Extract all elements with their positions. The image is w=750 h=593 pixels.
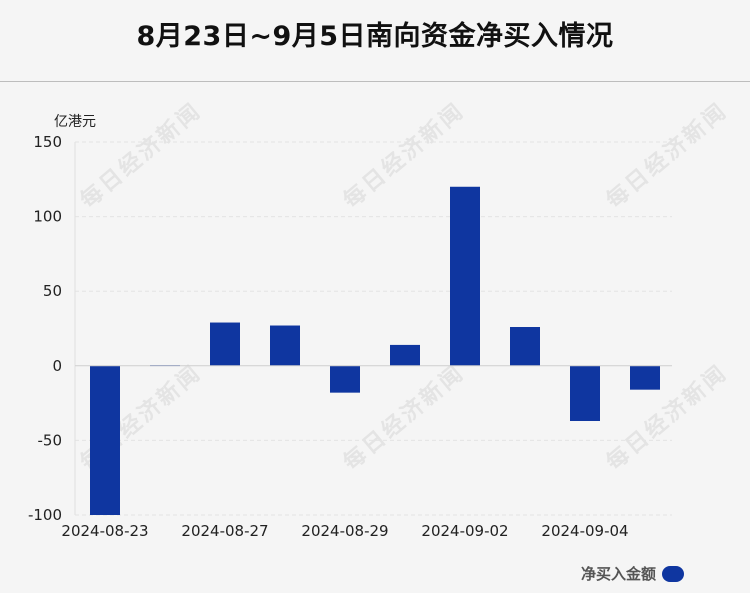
bar (330, 365, 360, 393)
x-tick-label: 2024-08-27 (181, 522, 268, 540)
y-tick-label: 0 (52, 357, 62, 375)
bar (270, 325, 300, 366)
chart-legend: 净买入金额 (581, 563, 684, 584)
x-tick-label: 2024-08-29 (301, 522, 388, 540)
y-tick-label: -50 (38, 431, 63, 449)
y-tick-label: 100 (33, 208, 62, 226)
bar (390, 344, 420, 366)
legend-label: 净买入金额 (580, 565, 656, 583)
y-tick-label: -100 (28, 506, 62, 524)
bar (630, 365, 660, 390)
y-tick-label: 150 (33, 133, 62, 151)
y-axis-unit-label: 亿港元 (54, 114, 96, 130)
chart-title: 8月23日~9月5日南向资金净买入情况 (136, 21, 614, 52)
bar (570, 365, 600, 422)
y-tick-label: 50 (43, 282, 62, 300)
bar (210, 322, 240, 366)
bar (450, 186, 480, 366)
title-divider (0, 81, 750, 82)
x-tick-label: 2024-09-02 (421, 522, 508, 540)
legend-swatch (662, 565, 684, 582)
bar (510, 327, 540, 366)
bar (90, 365, 120, 515)
x-tick-label: 2024-08-23 (61, 522, 148, 540)
x-tick-label: 2024-09-04 (541, 522, 628, 540)
